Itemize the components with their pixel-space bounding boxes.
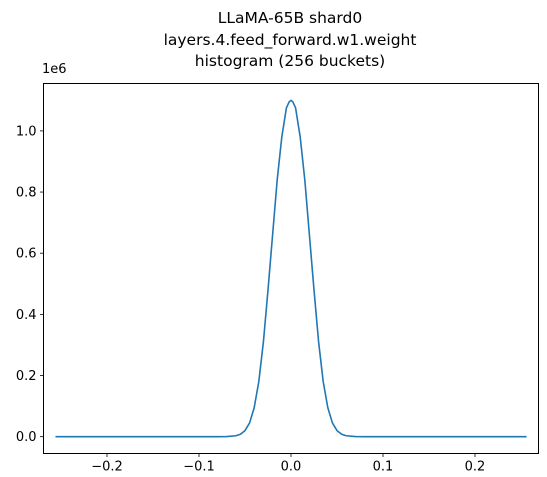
x-tick-label: −0.1 — [183, 460, 215, 475]
x-tick-label: 0.1 — [373, 460, 394, 475]
title-line-1: LLaMA-65B shard0 — [218, 9, 362, 27]
series-layer — [55, 99, 527, 438]
histogram-line — [55, 99, 527, 438]
y-tick-label: 0.0 — [16, 430, 37, 445]
plot-frame — [43, 83, 539, 454]
title-line-2: layers.4.feed_forward.w1.weight — [164, 31, 417, 50]
y-tick-label: 0.2 — [16, 369, 37, 384]
ticks-layer: −0.2 −0.1 0.0 0.1 0.2 0.0 0.2 0.4 0.6 0.8 1.0 — [16, 124, 486, 474]
x-tick-label: −0.2 — [91, 460, 123, 475]
title-line-3: histogram (256 buckets) — [195, 52, 385, 70]
y-tick-label: 0.6 — [16, 247, 37, 262]
y-tick-label: 1.0 — [16, 124, 37, 139]
y-tick-label: 0.4 — [16, 308, 37, 323]
x-tick-label: 0.0 — [281, 460, 302, 475]
y-offset-label: 1e6 — [42, 62, 67, 77]
y-tick-label: 0.8 — [16, 186, 37, 201]
x-tick-label: 0.2 — [465, 460, 486, 475]
chart-title: LLaMA-65B shard0 layers.4.feed_forward.w… — [164, 9, 417, 70]
